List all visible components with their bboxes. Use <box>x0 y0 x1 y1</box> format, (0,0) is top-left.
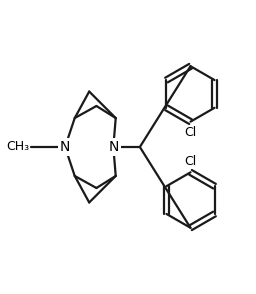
Text: Cl: Cl <box>184 155 197 168</box>
Text: N: N <box>60 140 70 154</box>
Text: CH₃: CH₃ <box>6 141 29 153</box>
Text: Cl: Cl <box>184 126 197 139</box>
Text: N: N <box>108 140 119 154</box>
